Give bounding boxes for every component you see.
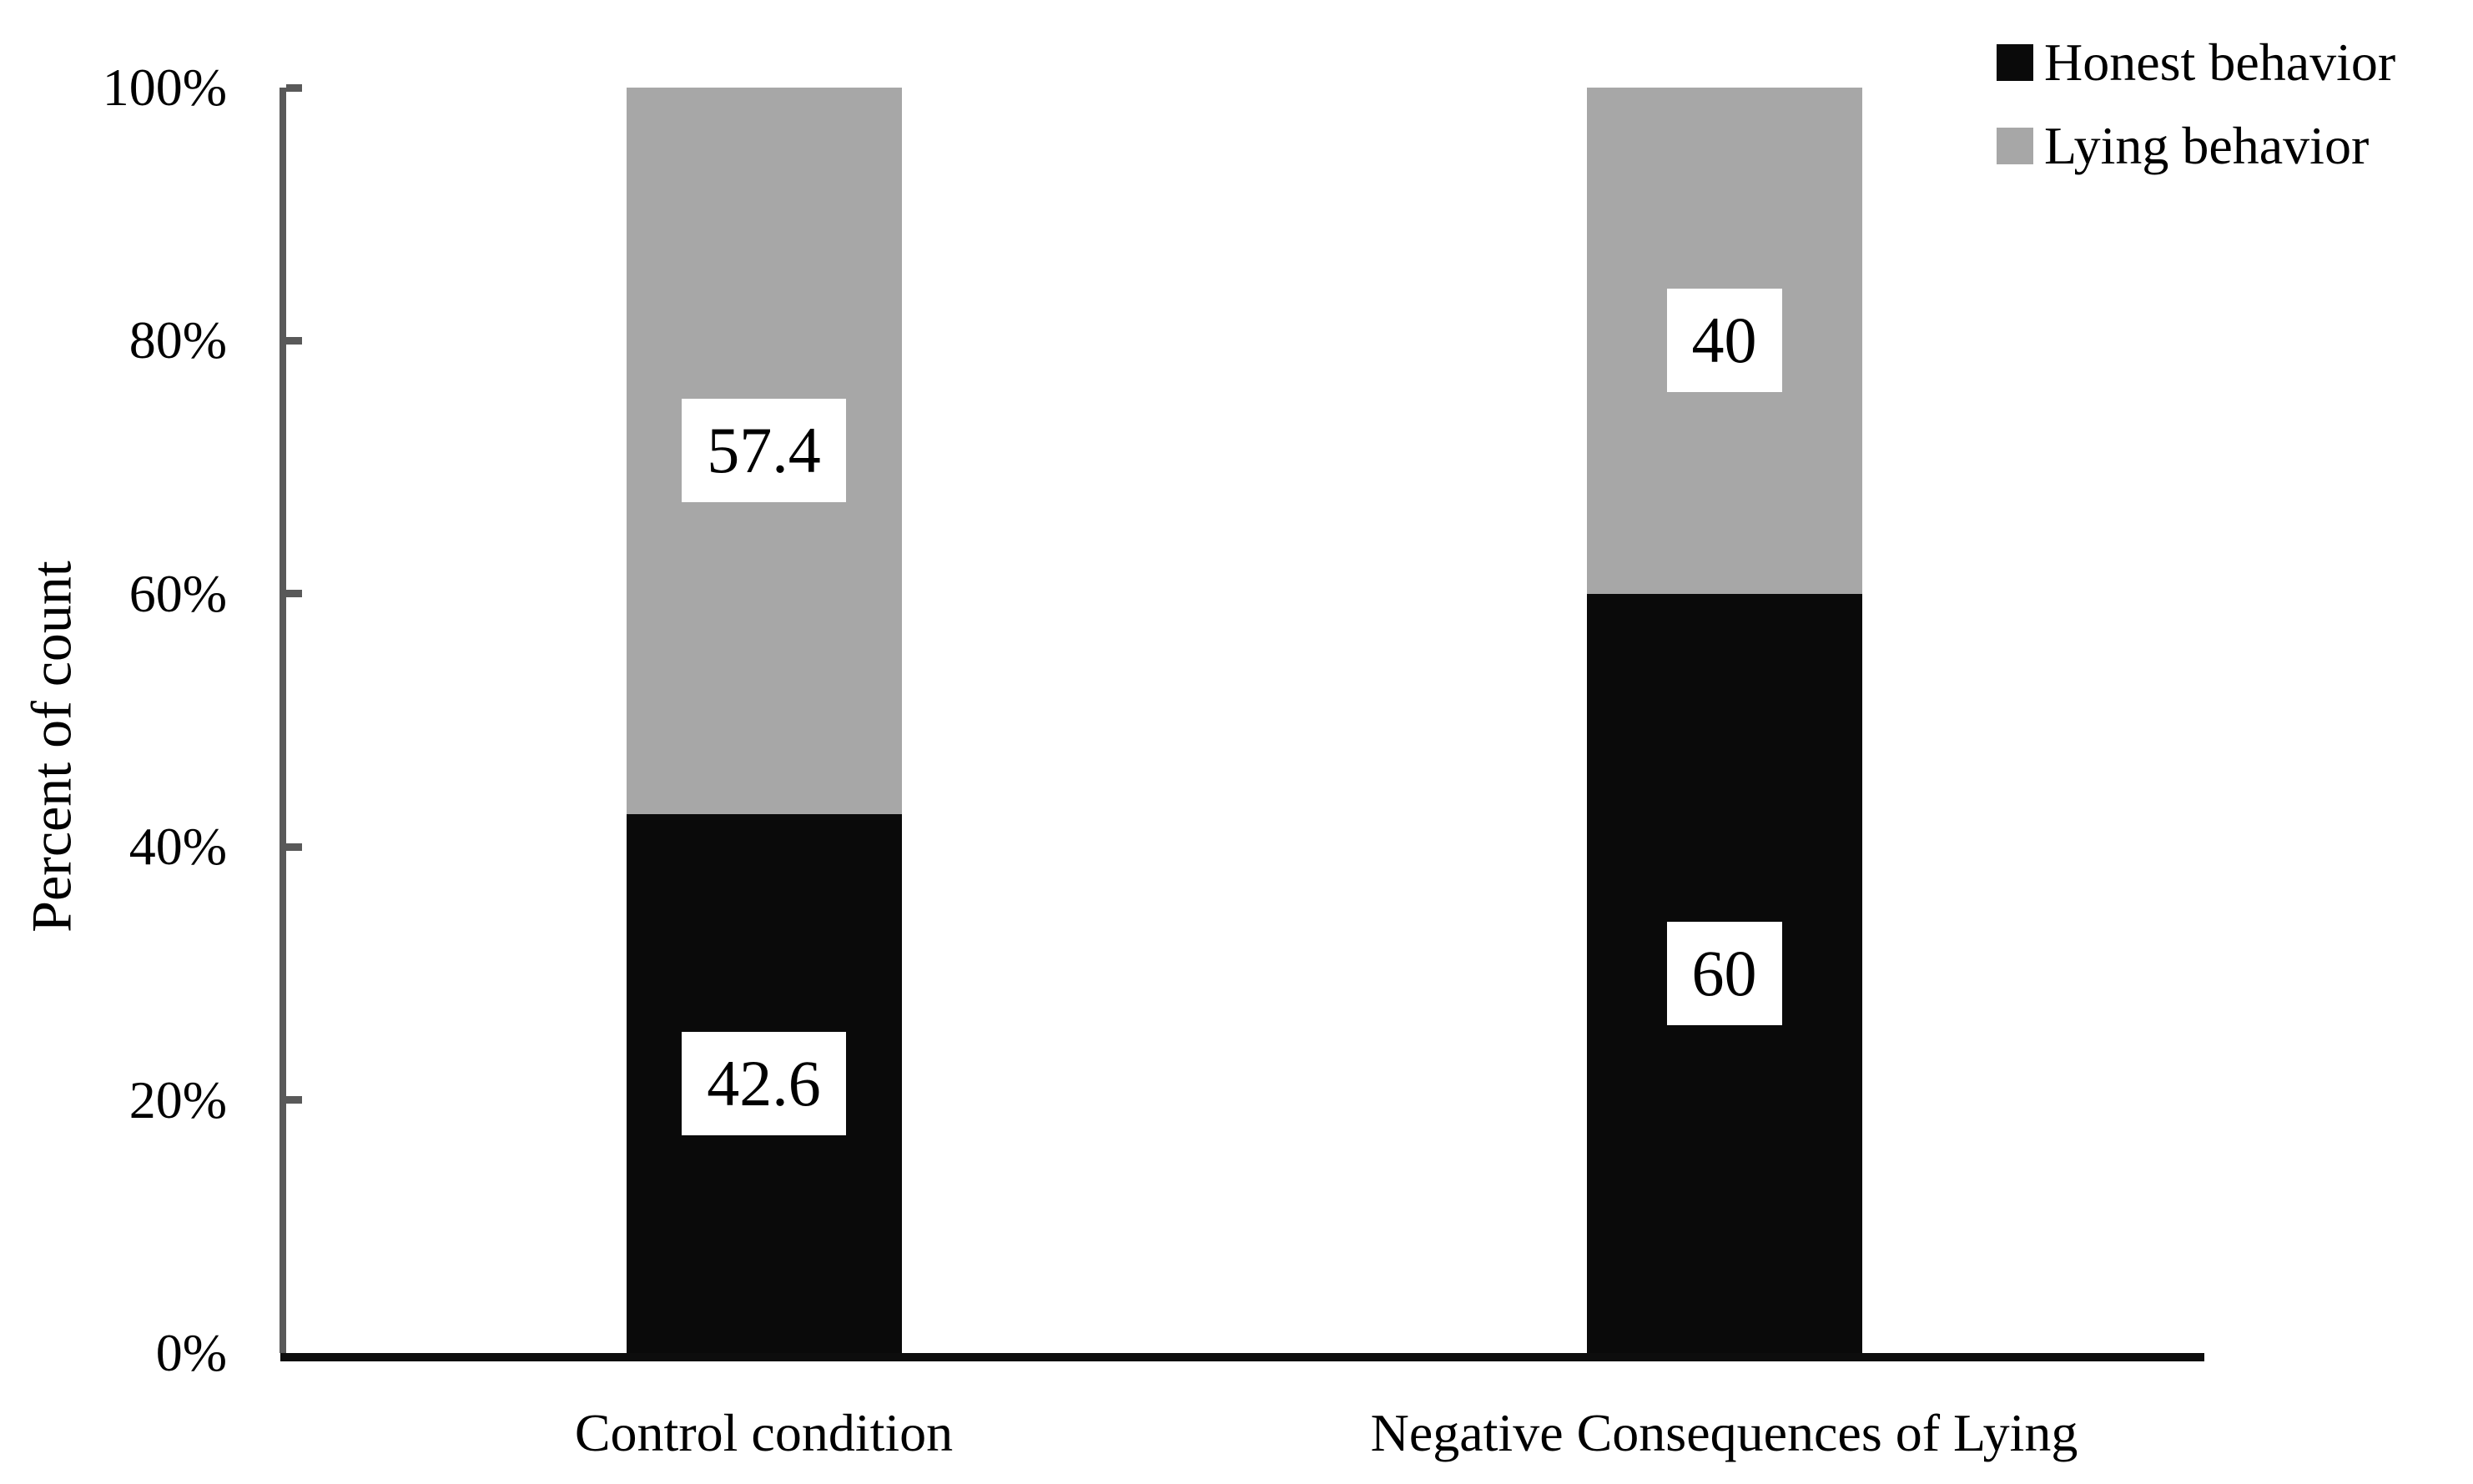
y-tick-label-20: 20% — [128, 1069, 227, 1129]
y-tick-20 — [286, 1096, 302, 1104]
legend: Honest behavior Lying behavior — [1997, 27, 2395, 182]
y-tick-60 — [286, 590, 302, 598]
data-label-honest-behavior-negative-consequences-of-lying: 60 — [1666, 921, 1782, 1025]
segment-lying-behavior-control-condition: 57.4 — [626, 88, 902, 814]
data-label-honest-behavior-control-condition: 42.6 — [682, 1031, 846, 1135]
legend-label-honest-behavior: Honest behavior — [2044, 33, 2396, 92]
legend-label-lying-behavior: Lying behavior — [2044, 116, 2370, 175]
segment-honest-behavior-negative-consequences-of-lying: 60 — [1586, 593, 1862, 1353]
y-tick-80 — [286, 336, 302, 345]
legend-swatch-lying-behavior — [1997, 128, 2033, 164]
x-category-label-negative-consequences-of-lying: Negative Consequences of Lying — [1370, 1403, 2078, 1462]
y-tick-label-40: 40% — [128, 817, 227, 877]
x-axis-line — [280, 1353, 2204, 1361]
y-tick-label-60: 60% — [128, 563, 227, 623]
legend-item-honest-behavior: Honest behavior — [1997, 27, 2395, 98]
data-label-lying-behavior-control-condition: 57.4 — [682, 399, 846, 503]
segment-lying-behavior-negative-consequences-of-lying: 40 — [1586, 88, 1862, 594]
bar-control-condition: 57.4 42.6 — [626, 88, 902, 1353]
legend-swatch-honest-behavior — [1997, 44, 2033, 81]
y-tick-40 — [286, 843, 302, 851]
y-tick-label-0: 0% — [155, 1323, 227, 1382]
segment-honest-behavior-control-condition: 42.6 — [626, 813, 902, 1353]
bar-negative-consequences-of-lying: 40 60 — [1586, 88, 1862, 1353]
y-axis-line — [280, 88, 286, 1353]
y-tick-label-100: 100% — [102, 58, 227, 117]
legend-item-lying-behavior: Lying behavior — [1997, 110, 2395, 182]
x-category-label-control-condition: Control condition — [574, 1403, 954, 1462]
y-tick-label-80: 80% — [128, 310, 227, 370]
y-tick-100 — [286, 83, 302, 92]
data-label-lying-behavior-negative-consequences-of-lying: 40 — [1666, 289, 1782, 393]
